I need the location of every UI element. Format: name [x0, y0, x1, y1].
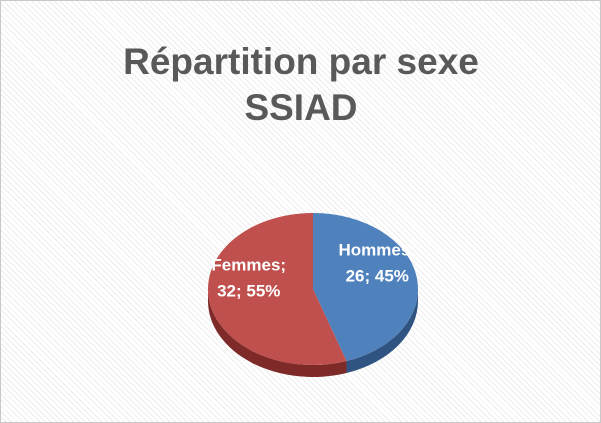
pie-slice: Femmes [207, 213, 347, 365]
pie-side [208, 289, 347, 377]
label-line: Femmes; [211, 256, 286, 275]
label-line: 26; 45% [346, 267, 409, 286]
label-line: 32; 55% [217, 282, 280, 301]
chart-title: Répartition par sexe SSIAD [123, 41, 479, 128]
pie-slice: Hommes [313, 213, 418, 362]
label-line: Hommes; [339, 241, 416, 260]
pie-side [346, 289, 418, 374]
data-label: Femmes; 32; 55% [211, 256, 286, 301]
data-label: Hommes; 26; 45% [339, 241, 416, 286]
